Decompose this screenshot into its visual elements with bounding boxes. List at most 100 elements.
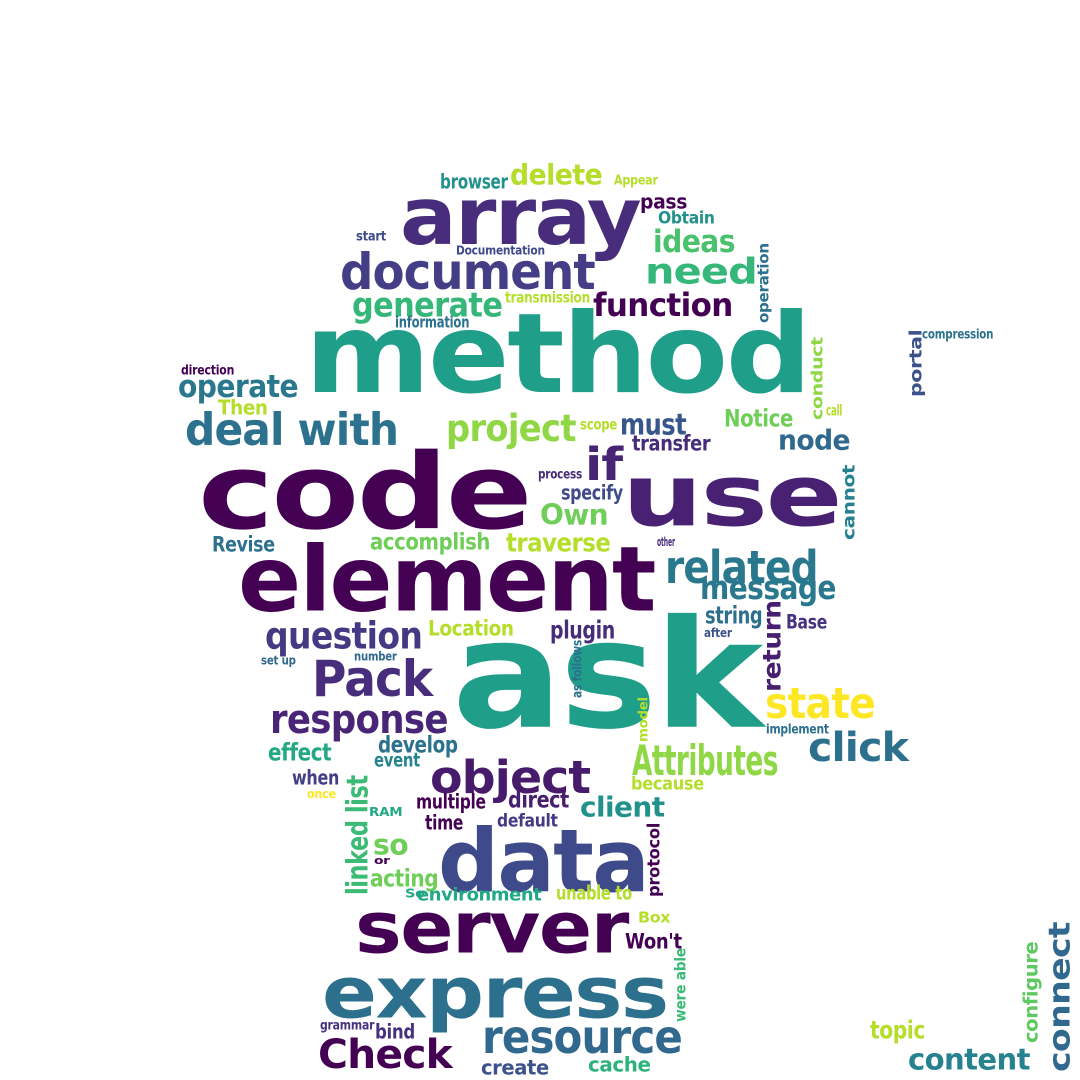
word-operation: operation: [754, 243, 772, 323]
word-bind: bind: [375, 1020, 415, 1044]
word-object: object: [430, 750, 591, 804]
word-own: Own: [540, 499, 609, 532]
word-ideas: ideas: [653, 224, 735, 260]
word-set-up: set up: [261, 653, 296, 668]
word-cannot: cannot: [839, 464, 859, 540]
word-protocol: protocol: [644, 822, 664, 897]
word-operate: operate: [178, 369, 299, 405]
word-call: call: [826, 401, 843, 419]
word-appear: Appear: [614, 171, 658, 188]
word-were-able: were able: [671, 948, 689, 1022]
word-check: Check: [318, 1030, 453, 1078]
word-scope: scope: [580, 415, 618, 433]
word-or: or: [374, 855, 390, 867]
word-express: express: [322, 951, 669, 1036]
word-must: must: [620, 407, 687, 442]
word-specify: specify: [561, 481, 623, 505]
word-data: data: [438, 810, 650, 913]
word-so-cap: So: [405, 886, 425, 901]
word-return: return: [757, 600, 787, 692]
word-configure: configure: [1020, 941, 1043, 1043]
word-need: need: [645, 252, 758, 293]
word-default: default: [497, 809, 558, 831]
word-ask: ask: [452, 587, 763, 763]
word-deal-with: deal with: [185, 403, 399, 456]
word-revise: Revise: [212, 531, 275, 557]
word-direct: direct: [508, 787, 569, 814]
word-unable-to: unable to: [556, 882, 632, 905]
word-multiple: multiple: [416, 790, 486, 814]
word-code: code: [198, 431, 533, 554]
word-create: create: [481, 1056, 549, 1080]
word-model: model: [634, 697, 651, 742]
word-location: Location: [428, 615, 514, 641]
word-string: string: [705, 602, 763, 630]
word-browser: browser: [440, 170, 508, 194]
word-client: client: [580, 792, 665, 824]
word-cache: cache: [588, 1053, 651, 1077]
word-pack: Pack: [312, 650, 433, 709]
word-environment: environment: [417, 883, 542, 905]
word-if: if: [585, 437, 623, 491]
word-other: other: [657, 536, 675, 550]
word-project: project: [446, 406, 576, 451]
word-after: after: [704, 627, 732, 641]
word-transfer: transfer: [632, 430, 711, 456]
word-traverse: traverse: [506, 527, 611, 558]
word-topic: topic: [870, 1015, 926, 1045]
word-click: click: [808, 723, 909, 771]
word-when: when: [292, 766, 339, 790]
word-transmission: transmission: [505, 288, 590, 306]
word-connect: connect: [1042, 922, 1077, 1072]
word-event: event: [374, 749, 420, 772]
word-notice: Notice: [724, 405, 793, 433]
word-implement: implement: [766, 720, 829, 737]
word-time: time: [425, 811, 464, 835]
word-conduct: conduct: [808, 337, 827, 420]
word-obtain: Obtain: [658, 208, 715, 228]
word-then: Then: [218, 396, 268, 420]
word-attributes: Attributes: [632, 736, 778, 786]
word-effect: effect: [268, 739, 332, 767]
word-once: once: [307, 788, 336, 802]
word-method: method: [305, 291, 812, 419]
word-because: because: [631, 772, 704, 794]
word-array: array: [400, 170, 642, 264]
word-so: so: [373, 829, 409, 862]
word-generate: generate: [352, 285, 503, 325]
word-question: question: [265, 614, 423, 658]
word-related: related: [665, 540, 818, 594]
word-number: number: [354, 649, 397, 664]
word-accomplish: accomplish: [370, 529, 491, 556]
word-wont: Won't: [625, 928, 682, 954]
word-element: element: [238, 526, 656, 633]
word-grammar: grammar: [320, 1016, 375, 1033]
word-develop: develop: [378, 732, 458, 759]
word-content: content: [908, 1042, 1031, 1077]
word-base: Base: [786, 611, 827, 634]
word-ram: RAM: [369, 806, 403, 820]
word-message: message: [700, 568, 836, 607]
word-as-follows: as follows: [568, 639, 585, 698]
word-pass: pass: [640, 190, 687, 214]
word-use: use: [622, 447, 843, 547]
word-process: process: [538, 465, 583, 482]
word-response: response: [270, 695, 449, 743]
word-linked-list: linked list: [340, 775, 375, 895]
word-direction: direction: [181, 361, 235, 378]
word-start: start: [356, 227, 387, 244]
word-plugin: plugin: [550, 615, 615, 645]
word-acting: acting: [370, 865, 439, 893]
word-document: document: [340, 243, 596, 302]
word-delete: delete: [510, 159, 603, 192]
word-server: server: [355, 886, 629, 971]
word-function: function: [593, 287, 733, 324]
word-state: state: [765, 678, 876, 729]
word-information: information: [395, 313, 470, 332]
word-box: Box: [638, 908, 671, 926]
word-resource: resource: [482, 1010, 683, 1065]
word-compression: compression: [922, 325, 994, 342]
word-documentation: Documentation: [456, 243, 545, 258]
word-node: node: [778, 425, 851, 457]
